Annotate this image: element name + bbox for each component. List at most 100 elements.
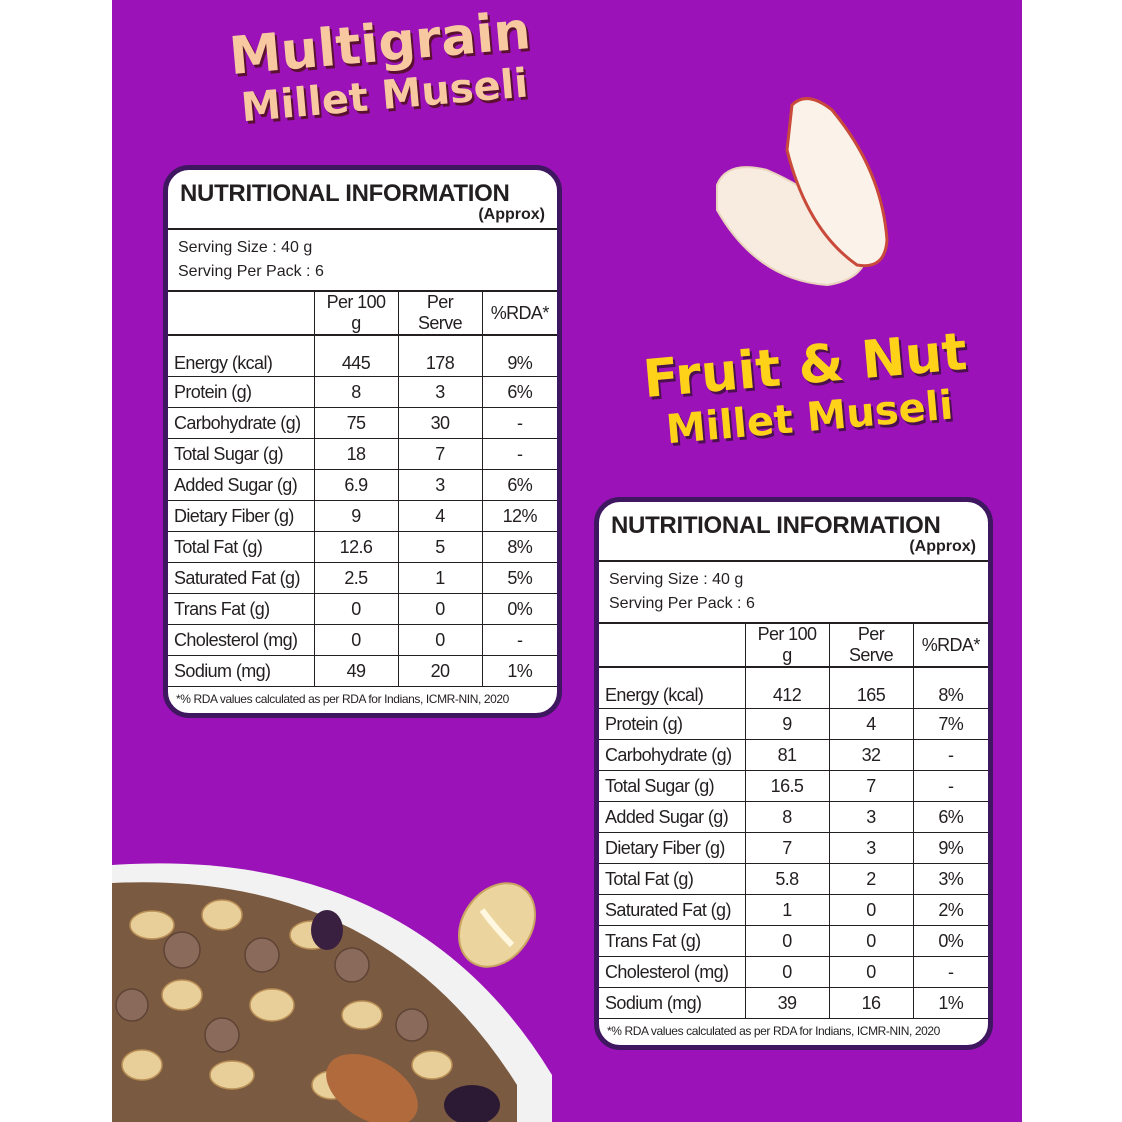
table-row: Saturated Fat (g) 1 0 2%	[599, 894, 988, 926]
nutrient-value: 445	[313, 335, 398, 377]
nutrient-name: Cholesterol (mg)	[168, 624, 314, 656]
table-row: Total Sugar (g) 18 7-	[168, 438, 557, 470]
column-header	[599, 624, 745, 668]
nutrient-value: 0%	[912, 925, 988, 957]
nutrition-table: Per 100 g Per Serve %RDA* Energy (kcal) 412 1…	[599, 624, 988, 1019]
table-row: Cholesterol (mg) 0 0-	[168, 624, 557, 656]
table-row: Protein (g) 9 4 7%	[599, 708, 988, 740]
nutrient-value: 8	[313, 376, 398, 408]
nutrient-value: 8	[744, 801, 829, 833]
nutrient-value: 6.9	[313, 469, 398, 501]
table-row: Total Fat (g) 12.6 5 8%	[168, 531, 557, 563]
table-row: Sodium (mg) 39 16 1%	[599, 987, 988, 1019]
nutrient-value: 412	[744, 667, 829, 709]
approx-label: (Approx)	[478, 206, 545, 223]
nutrient-value: 2	[828, 863, 913, 895]
nutrient-value: 4	[828, 708, 913, 740]
nutrient-value: 5.8	[744, 863, 829, 895]
nutrient-value: 5	[397, 531, 482, 563]
nutrient-name: Carbohydrate (g)	[599, 739, 745, 771]
column-header: %RDA*	[912, 624, 988, 668]
nutrient-value: 0	[828, 925, 913, 957]
nutrient-value: -	[481, 624, 557, 656]
nutrient-value: 0	[313, 624, 398, 656]
rda-footnote: *% RDA values calculated as per RDA for …	[607, 1024, 940, 1038]
table-row: Trans Fat (g) 0 0 0%	[168, 593, 557, 625]
panel-header: NUTRITIONAL INFORMATION (Approx)	[168, 170, 557, 230]
nutrient-value: 49	[313, 655, 398, 687]
nutrient-value: 1%	[912, 987, 988, 1019]
nutrient-value: 9	[744, 708, 829, 740]
rda-footnote: *% RDA values calculated as per RDA for …	[176, 692, 509, 706]
table-row: Total Fat (g) 5.8 2 3%	[599, 863, 988, 895]
serving-info: Serving Size : 40 g Serving Per Pack : 6	[599, 562, 988, 624]
product-title-multigrain: Multigrain Millet Museli	[198, 1, 565, 131]
nutrient-name: Total Sugar (g)	[168, 438, 314, 470]
serving-per-pack: Serving Per Pack : 6	[178, 263, 324, 280]
column-header: Per Serve	[397, 292, 482, 336]
nutrient-value: 7	[744, 832, 829, 864]
table-row: Dietary Fiber (g) 9 4 12%	[168, 500, 557, 532]
nutrient-value: 7%	[912, 708, 988, 740]
column-header: Per 100 g	[313, 292, 398, 336]
nutrient-value: -	[481, 407, 557, 439]
peanut-image	[458, 882, 536, 968]
nutrient-value: 32	[828, 739, 913, 771]
table-row: Energy (kcal) 445 178 9%	[168, 335, 557, 377]
nutrient-name: Total Sugar (g)	[599, 770, 745, 802]
nutrient-value: 16	[828, 987, 913, 1019]
nutrient-name: Protein (g)	[599, 708, 745, 740]
nutrient-name: Protein (g)	[168, 376, 314, 408]
nutrient-value: 3	[397, 376, 482, 408]
nutrient-value: 9%	[912, 832, 988, 864]
nutrient-value: -	[912, 770, 988, 802]
nutrient-name: Added Sugar (g)	[168, 469, 314, 501]
nutrient-value: 8%	[481, 531, 557, 563]
nutrient-value: 0	[828, 894, 913, 926]
nutrient-value: 1	[744, 894, 829, 926]
column-header: %RDA*	[481, 292, 557, 336]
nutrition-table: Per 100 g Per Serve %RDA* Energy (kcal) 445 1…	[168, 292, 557, 687]
approx-label: (Approx)	[909, 538, 976, 555]
panel-heading: NUTRITIONAL INFORMATION	[180, 180, 510, 207]
panel-heading: NUTRITIONAL INFORMATION	[611, 512, 941, 539]
nutrient-name: Saturated Fat (g)	[599, 894, 745, 926]
nutrient-value: 0	[397, 624, 482, 656]
nutrient-value: 7	[397, 438, 482, 470]
nutrient-value: 2.5	[313, 562, 398, 594]
nutrition-panel-fruit-nut: NUTRITIONAL INFORMATION (Approx) Serving…	[594, 497, 993, 1050]
column-header	[168, 292, 314, 336]
nutrient-value: 4	[397, 500, 482, 532]
table-row: Protein (g) 8 3 6%	[168, 376, 557, 408]
table-row: Dietary Fiber (g) 7 3 9%	[599, 832, 988, 864]
nutrient-name: Energy (kcal)	[599, 667, 745, 709]
nutrient-value: -	[912, 956, 988, 988]
nutrient-value: 5%	[481, 562, 557, 594]
panel-header: NUTRITIONAL INFORMATION (Approx)	[599, 502, 988, 562]
table-row: Carbohydrate (g) 81 32-	[599, 739, 988, 771]
nutrient-name: Total Fat (g)	[168, 531, 314, 563]
column-header: Per 100 g	[744, 624, 829, 668]
table-row: Saturated Fat (g) 2.5 1 5%	[168, 562, 557, 594]
nutrient-value: 0	[744, 925, 829, 957]
nutrient-value: 1%	[481, 655, 557, 687]
serving-size: Serving Size : 40 g	[178, 239, 313, 256]
table-header-row: Per 100 g Per Serve %RDA*	[168, 292, 557, 336]
serving-info: Serving Size : 40 g Serving Per Pack : 6	[168, 230, 557, 292]
nutrient-value: 178	[397, 335, 482, 377]
nutrient-value: 6%	[912, 801, 988, 833]
column-header: Per Serve	[828, 624, 913, 668]
nutrient-value: 0	[313, 593, 398, 625]
serving-size: Serving Size : 40 g	[609, 571, 744, 588]
nutrient-name: Added Sugar (g)	[599, 801, 745, 833]
nutrient-value: 3%	[912, 863, 988, 895]
table-row: Added Sugar (g) 8 3 6%	[599, 801, 988, 833]
nutrient-value: 12%	[481, 500, 557, 532]
nutrient-value: 3	[828, 801, 913, 833]
nutrient-value: 6%	[481, 469, 557, 501]
nutrient-name: Dietary Fiber (g)	[599, 832, 745, 864]
nutrient-value: 9%	[481, 335, 557, 377]
nutrient-name: Cholesterol (mg)	[599, 956, 745, 988]
nutrient-value: 3	[397, 469, 482, 501]
apple-slices-image	[716, 97, 889, 287]
